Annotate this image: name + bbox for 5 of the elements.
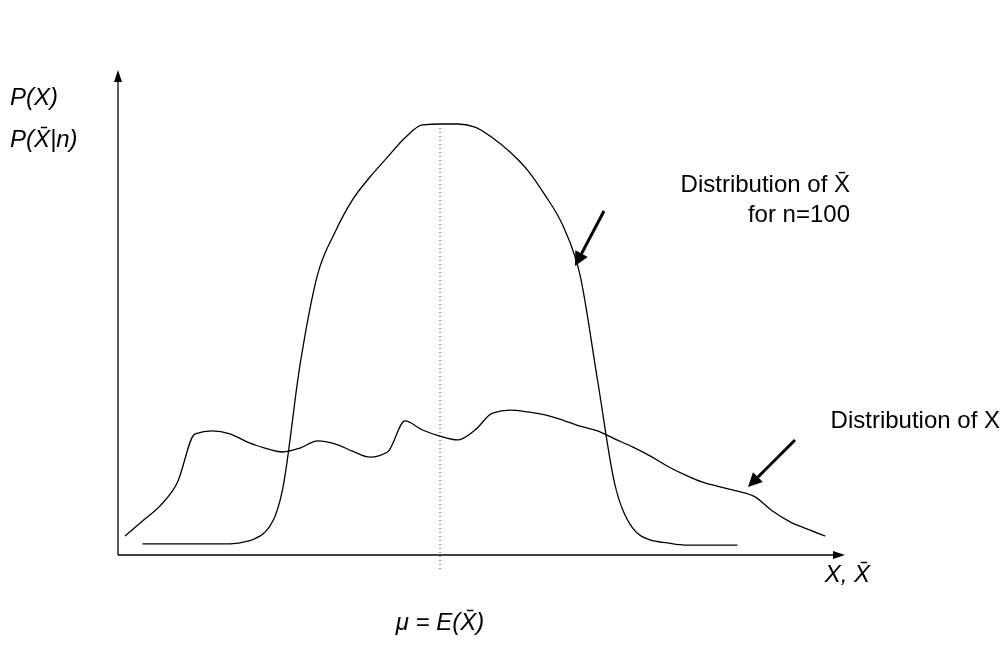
text: μ = E(X̄) [394, 608, 485, 635]
x-axis-title: X, X̄ [823, 560, 871, 587]
y-axis-title: P(X) P(X̄|n) [10, 83, 78, 152]
annotation: Distribution of X̄ for n=100 [680, 170, 850, 227]
annotation: Distribution of X [830, 406, 1000, 433]
